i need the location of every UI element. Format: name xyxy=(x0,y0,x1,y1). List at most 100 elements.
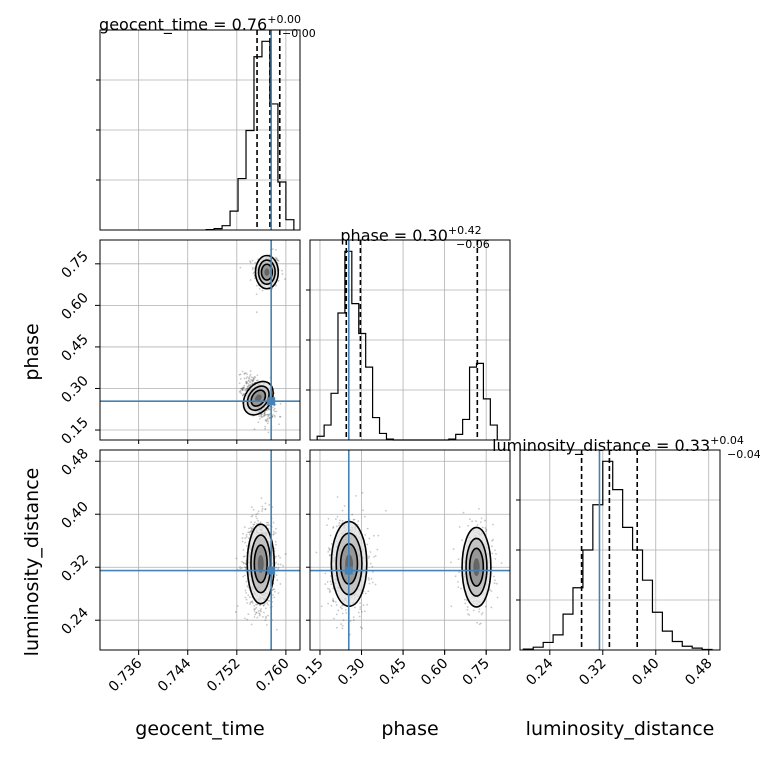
title-phase-sup: +0.42 xyxy=(448,224,482,237)
scatter-phase-vs-luminosity-distance-sample-0-335 xyxy=(335,525,338,528)
scatter-geocent-time-vs-phase-sample-1-481 xyxy=(268,408,271,411)
scatter-geocent-time-vs-phase-sample-0-0 xyxy=(284,278,286,281)
scatter-phase-vs-luminosity-distance-sample-1-197 xyxy=(467,613,469,615)
scatter-geocent-time-vs-luminosity-distance-sample-0-574 xyxy=(241,560,243,563)
scatter-geocent-time-vs-phase-density-0-3 xyxy=(264,268,270,276)
scatter-geocent-time-vs-phase-sample-1-100 xyxy=(244,389,247,392)
scatter-geocent-time-vs-phase-sample-1-244 xyxy=(243,372,246,375)
scatter-geocent-time-vs-luminosity-distance-sample-0-824 xyxy=(242,562,245,565)
scatter-geocent-time-vs-luminosity-distance-sample-0-691 xyxy=(250,623,253,626)
scatter-geocent-time-vs-luminosity-distance-sample-0-893 xyxy=(263,602,266,605)
scatter-geocent-time-vs-luminosity-distance-sample-0-704 xyxy=(247,613,250,616)
scatter-phase-vs-luminosity-distance-sample-0-129 xyxy=(366,527,369,530)
scatter-geocent-time-vs-phase-sample-1-57 xyxy=(245,382,248,385)
scatter-phase-vs-luminosity-distance-sample-0-182 xyxy=(328,548,331,551)
scatter-phase-vs-luminosity-distance-sample-0-195 xyxy=(368,555,371,558)
scatter-geocent-time-vs-luminosity-distance-sample-0-358 xyxy=(250,601,253,603)
scatter-geocent-time-vs-luminosity-distance-sample-0-707 xyxy=(274,590,276,593)
scatter-phase-vs-luminosity-distance-sample-1-176 xyxy=(492,538,494,541)
scatter-geocent-time-vs-luminosity-distance-sample-0-191 xyxy=(250,527,253,530)
scatter-geocent-time-vs-phase-contour-0-1 xyxy=(257,259,276,285)
scatter-geocent-time-vs-phase-sample-1-305 xyxy=(246,386,249,389)
scatter-geocent-time-vs-phase-sample-1-268 xyxy=(271,414,274,416)
scatter-phase-vs-luminosity-distance-sample-1-21 xyxy=(460,587,462,590)
scatter-geocent-time-vs-luminosity-distance-contour-0-0 xyxy=(246,523,276,605)
scatter-phase-vs-luminosity-distance-sample-0-217 xyxy=(329,590,332,592)
scatter-phase-vs-luminosity-distance-sample-0-539 xyxy=(368,582,371,585)
scatter-geocent-time-vs-phase-plot-area xyxy=(100,240,300,440)
scatter-geocent-time-vs-luminosity-distance-sample-0-655 xyxy=(267,521,270,524)
scatter-geocent-time-vs-phase-sample-0-7 xyxy=(274,256,277,259)
scatter-phase-vs-luminosity-distance-sample-1-122 xyxy=(466,606,469,608)
scatter-geocent-time-vs-phase-sample-1-364 xyxy=(265,420,268,423)
scatter-phase-vs-luminosity-distance-sample-0-535 xyxy=(367,577,370,579)
scatter-phase-vs-luminosity-distance-sample-0-356 xyxy=(358,615,361,618)
scatter-geocent-time-vs-phase-sample-1-446 xyxy=(253,377,256,380)
scatter-geocent-time-vs-phase-sample-0-115 xyxy=(281,269,283,272)
scatter-geocent-time-vs-phase-sample-1-563 xyxy=(264,413,266,416)
scatter-geocent-time-vs-luminosity-distance-sample-0-872 xyxy=(250,529,253,532)
scatter-geocent-time-vs-luminosity-distance-sample-0-484 xyxy=(260,610,262,613)
scatter-geocent-time-vs-luminosity-distance-sample-0-768 xyxy=(252,526,255,528)
scatter-phase-vs-luminosity-distance-sample-0-187 xyxy=(363,515,366,518)
scatter-geocent-time-vs-luminosity-distance-sample-0-822 xyxy=(250,506,253,509)
title-luminosity-distance: luminosity_distance = 0.33+0.04 xyxy=(492,434,744,456)
scatter-geocent-time-vs-phase-sample-1-339 xyxy=(273,414,276,417)
scatter-geocent-time-vs-luminosity-distance-sample-0-79 xyxy=(235,557,238,560)
scatter-geocent-time-vs-phase-contour-1-0 xyxy=(242,380,274,416)
scatter-geocent-time-vs-phase-sample-1-140 xyxy=(242,387,244,389)
scatter-phase-vs-luminosity-distance-sample-0-85 xyxy=(330,583,333,586)
scatter-geocent-time-vs-luminosity-distance-sample-0-518 xyxy=(273,547,276,550)
scatter-geocent-time-vs-luminosity-distance-sample-0-373 xyxy=(244,563,247,566)
scatter-phase-vs-luminosity-distance-sample-1-202 xyxy=(478,610,480,613)
hist-luminosity-distance-steps xyxy=(522,460,713,651)
scatter-geocent-time-vs-luminosity-distance-sample-0-107 xyxy=(262,604,265,607)
scatter-geocent-time-vs-luminosity-distance-sample-0-228 xyxy=(255,606,258,609)
scatter-geocent-time-vs-luminosity-distance-sample-0-865 xyxy=(273,596,276,599)
scatter-phase-vs-luminosity-distance-sample-0-439 xyxy=(374,583,377,586)
scatter-geocent-time-vs-phase-sample-1-514 xyxy=(273,410,276,413)
xtick-label-luminosity-distance-1: 0.32 xyxy=(576,656,609,689)
scatter-geocent-time-vs-phase-sample-0-87 xyxy=(249,260,251,263)
scatter-phase-vs-luminosity-distance-sample-0-7 xyxy=(334,601,337,603)
scatter-phase-vs-luminosity-distance-sample-0-87 xyxy=(345,611,348,614)
scatter-phase-vs-luminosity-distance-sample-1-57 xyxy=(491,545,493,548)
scatter-phase-vs-luminosity-distance-sample-0-454 xyxy=(359,608,362,611)
scatter-geocent-time-vs-luminosity-distance-sample-0-552 xyxy=(272,533,275,536)
scatter-geocent-time-vs-luminosity-distance-sample-0-396 xyxy=(265,623,268,626)
scatter-geocent-time-vs-phase-sample-1-379 xyxy=(275,410,278,413)
scatter-geocent-time-vs-luminosity-distance-sample-0-300 xyxy=(245,544,248,547)
scatter-geocent-time-vs-phase-sample-1-359 xyxy=(241,370,244,373)
scatter-geocent-time-vs-phase-sample-1-485 xyxy=(248,381,251,383)
scatter-geocent-time-vs-phase-sample-1-267 xyxy=(247,383,250,385)
scatter-phase-vs-luminosity-distance-sample-0-510 xyxy=(352,616,355,619)
scatter-geocent-time-vs-luminosity-distance-sample-0-859 xyxy=(252,523,255,526)
scatter-geocent-time-vs-luminosity-distance-sample-0-202 xyxy=(239,566,241,568)
scatter-phase-vs-luminosity-distance-sample-0-408 xyxy=(357,611,360,614)
scatter-phase-vs-luminosity-distance-sample-0-381 xyxy=(332,527,334,529)
scatter-phase-vs-luminosity-distance-sample-1-40 xyxy=(457,580,459,583)
scatter-geocent-time-vs-luminosity-distance-sample-0-417 xyxy=(248,533,251,536)
scatter-phase-vs-luminosity-distance-frame xyxy=(309,449,511,651)
scatter-geocent-time-vs-luminosity-distance-sample-0-403 xyxy=(246,618,249,621)
xtick-label-geocent-time-1: 0.744 xyxy=(155,655,195,695)
scatter-geocent-time-vs-phase-sample-1-536 xyxy=(248,375,251,377)
scatter-geocent-time-vs-luminosity-distance-contour-0-2 xyxy=(253,544,268,584)
scatter-phase-vs-luminosity-distance-sample-0-280 xyxy=(330,604,333,607)
xtick-label-phase-2: 0.45 xyxy=(377,656,410,689)
scatter-phase-vs-luminosity-distance-sample-0-138 xyxy=(360,610,363,613)
scatter-geocent-time-vs-phase-sample-1-594 xyxy=(243,386,246,389)
scatter-geocent-time-vs-phase-sample-1-513 xyxy=(251,380,254,382)
scatter-phase-vs-luminosity-distance-sample-0-235 xyxy=(366,603,369,606)
scatter-geocent-time-vs-phase-sample-1-220 xyxy=(271,406,274,409)
scatter-geocent-time-vs-luminosity-distance-sample-0-731 xyxy=(249,531,252,534)
scatter-geocent-time-vs-luminosity-distance-sample-0-495 xyxy=(260,608,262,610)
scatter-geocent-time-vs-luminosity-distance-sample-0-351 xyxy=(243,526,246,528)
scatter-geocent-time-vs-luminosity-distance-sample-0-541 xyxy=(251,528,254,531)
scatter-geocent-time-vs-luminosity-distance-sample-0-605 xyxy=(236,605,239,607)
scatter-phase-vs-luminosity-distance-contour-1-0 xyxy=(461,526,492,608)
scatter-geocent-time-vs-luminosity-distance-sample-0-647 xyxy=(264,508,267,511)
scatter-phase-vs-luminosity-distance-sample-0-470 xyxy=(332,600,335,602)
scatter-phase-vs-luminosity-distance-sample-0-429 xyxy=(364,533,367,536)
scatter-geocent-time-vs-phase-sample-1-525 xyxy=(247,379,250,382)
